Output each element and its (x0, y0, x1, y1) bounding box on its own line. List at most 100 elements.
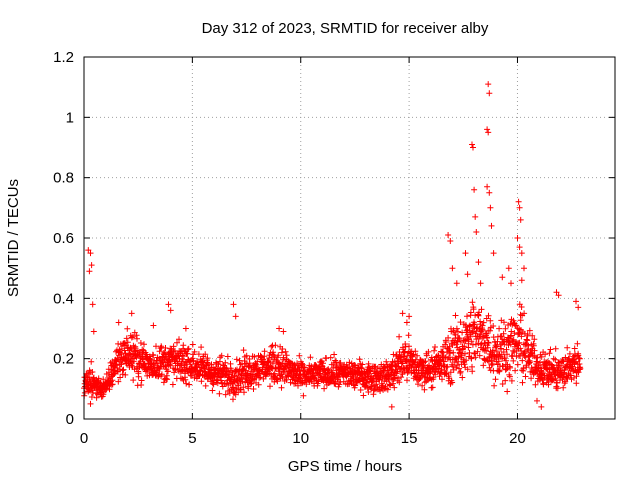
data-point (508, 280, 514, 287)
data-point (484, 344, 491, 351)
data-point (108, 381, 115, 388)
data-point (356, 356, 363, 363)
data-point (174, 339, 180, 346)
data-point (552, 345, 559, 352)
data-point (469, 141, 475, 148)
y-tick-label: 0.4 (53, 290, 74, 307)
data-point (240, 384, 247, 391)
data-point (352, 382, 359, 389)
data-point (86, 268, 93, 275)
data-point (443, 339, 449, 345)
data-point (530, 342, 537, 349)
data-point (479, 322, 486, 329)
data-point (301, 364, 308, 371)
data-point (452, 312, 459, 319)
data-point (455, 358, 462, 365)
data-point (491, 382, 498, 389)
data-point (232, 313, 239, 320)
data-point (542, 351, 549, 358)
data-point (457, 319, 464, 326)
data-point (477, 280, 484, 287)
data-point (552, 356, 559, 363)
data-point (464, 366, 471, 373)
data-point (160, 379, 167, 386)
data-point (472, 213, 479, 220)
data-point (357, 387, 364, 393)
data-point (365, 360, 372, 367)
data-point (442, 341, 449, 348)
data-point (267, 383, 273, 390)
data-point (204, 360, 211, 367)
data-point (180, 342, 187, 349)
data-point (476, 352, 483, 359)
data-point (445, 232, 452, 238)
data-point (484, 126, 491, 133)
data-point (165, 368, 171, 375)
data-point (153, 343, 159, 350)
data-point (504, 388, 511, 395)
data-point (485, 312, 492, 319)
data-point (282, 348, 289, 355)
data-point (573, 380, 580, 387)
data-point (490, 323, 497, 329)
data-point (226, 371, 233, 378)
data-point (421, 386, 428, 393)
data-point (182, 376, 189, 383)
data-point (576, 361, 583, 367)
data-point (519, 379, 526, 386)
data-point (502, 377, 509, 384)
data-point (187, 361, 194, 368)
data-point (464, 313, 470, 320)
data-point (158, 371, 165, 378)
data-point (562, 378, 569, 385)
y-tick-label: 0.2 (53, 351, 74, 368)
chart-title: Day 312 of 2023, SRMTID for receiver alb… (202, 20, 489, 37)
data-point (461, 361, 468, 368)
data-point (507, 364, 514, 371)
data-point (575, 304, 582, 311)
data-point (463, 357, 470, 364)
x-tick-label: 10 (292, 430, 309, 447)
data-point (278, 384, 285, 391)
data-point (576, 355, 582, 362)
data-point (134, 335, 140, 342)
data-point (504, 351, 510, 358)
data-point (468, 329, 475, 336)
data-point (330, 365, 337, 371)
data-point (577, 365, 584, 372)
data-point (419, 382, 426, 389)
data-point (503, 366, 510, 373)
data-point (531, 336, 538, 343)
data-point (397, 366, 404, 372)
data-point (545, 381, 552, 388)
data-point (295, 382, 301, 389)
data-point (517, 317, 524, 324)
data-point (475, 336, 482, 342)
data-point (299, 360, 305, 367)
data-point (162, 345, 169, 351)
data-point (321, 385, 328, 392)
data-point (150, 352, 157, 359)
data-point (571, 345, 578, 352)
data-point (519, 357, 526, 364)
data-point (522, 373, 529, 380)
data-point (498, 346, 505, 352)
data-point (405, 332, 412, 339)
data-point (141, 341, 147, 348)
data-point (516, 244, 523, 251)
data-point (231, 372, 238, 379)
data-point (331, 351, 338, 358)
data-point (164, 376, 171, 383)
data-point (486, 90, 493, 97)
x-tick-label: 0 (80, 430, 88, 447)
data-point (557, 362, 564, 369)
data-point (359, 361, 366, 368)
x-tick-label: 15 (401, 430, 418, 447)
data-point (521, 310, 528, 317)
x-axis-label: GPS time / hours (288, 458, 402, 475)
data-point (88, 358, 95, 365)
x-tick-label: 5 (188, 430, 196, 447)
data-point (528, 375, 535, 382)
data-point (250, 386, 257, 392)
data-point (240, 347, 247, 354)
